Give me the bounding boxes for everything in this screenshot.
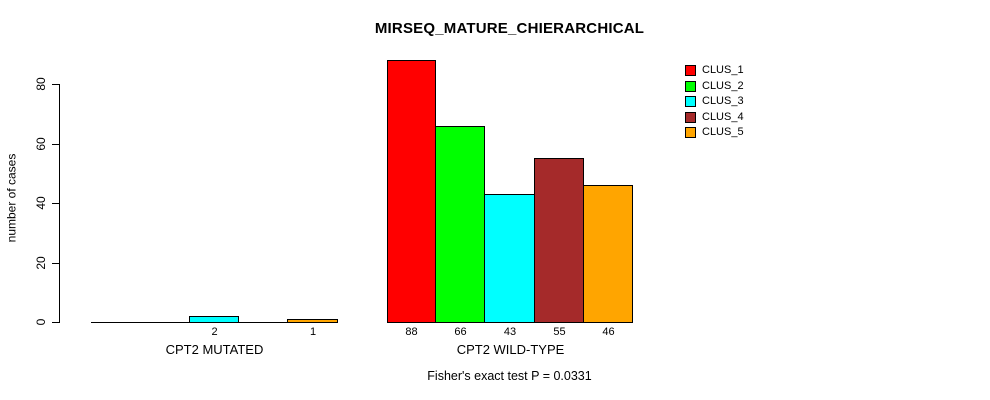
legend-swatch-icon [685,65,696,77]
bar-clus_3 [484,194,535,323]
legend-entry-clus_5: CLUS_5 [685,125,744,141]
annotation-text: Fisher's exact test P = 0.0331 [427,369,592,383]
legend-label: CLUS_5 [702,126,744,139]
legend-swatch-icon [685,80,696,92]
y-tick [52,263,59,264]
legend-label: CLUS_1 [702,64,744,77]
bar-value-label: 55 [553,326,566,338]
y-tick-label: 80 [34,77,48,91]
legend-entry-clus_2: CLUS_2 [685,79,744,95]
bar-value-label: 88 [405,326,418,338]
y-tick [52,322,59,323]
y-axis-line [59,84,60,323]
group-label: CPT2 MUTATED [165,342,264,357]
y-tick [52,203,59,204]
group-label: CPT2 WILD-TYPE [456,342,565,357]
legend: CLUS_1 CLUS_2 CLUS_3 CLUS_4 CLUS_5 [685,63,744,141]
legend-entry-clus_1: CLUS_1 [685,63,744,79]
zero-bar-clus_1 [91,322,141,323]
legend-entry-clus_3: CLUS_3 [685,94,744,110]
bar-clus_5 [287,319,338,323]
y-tick-label: 40 [34,196,48,210]
bar-clus_2 [435,126,485,323]
legend-swatch-icon [685,111,696,123]
y-tick-label: 60 [34,137,48,151]
y-tick [52,84,59,85]
chart-title: MIRSEQ_MATURE_CHIERARCHICAL [374,20,645,37]
bar-value-label: 2 [211,326,218,338]
y-tick-label: 20 [34,256,48,270]
zero-bar-clus_2 [140,322,191,323]
legend-entry-clus_4: CLUS_4 [685,110,744,126]
bar-value-label: 1 [309,326,317,338]
bar-clus_5 [583,185,633,323]
bar-value-label: 66 [454,326,467,338]
y-axis-label: number of cases [4,153,19,243]
bar-clus_4 [534,158,584,323]
bar-clus_3 [189,316,239,323]
bar-clus_1 [387,60,436,323]
bar-value-label: 43 [503,326,517,338]
y-tick-label: 0 [34,318,48,326]
zero-bar-clus_4 [239,322,289,323]
y-tick [52,144,59,145]
legend-swatch-icon [685,96,696,108]
bar-value-label: 46 [602,326,615,338]
legend-label: CLUS_2 [702,79,744,92]
legend-label: CLUS_4 [702,110,744,123]
legend-label: CLUS_3 [702,95,744,108]
legend-swatch-icon [685,127,696,139]
